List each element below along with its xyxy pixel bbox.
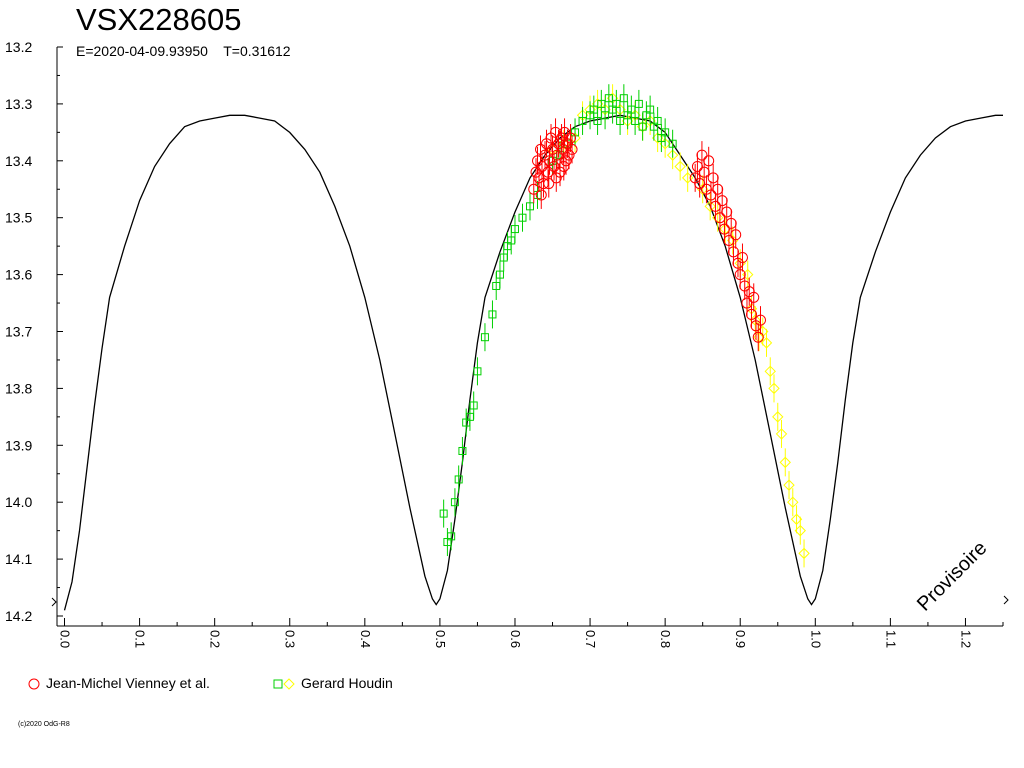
y-tick-label: 13.3 bbox=[5, 96, 32, 112]
data-point-houdin-square bbox=[439, 509, 448, 518]
data-point-vienney bbox=[748, 291, 760, 303]
y-tick-label: 14.1 bbox=[5, 551, 32, 567]
data-point-houdin-square bbox=[619, 94, 628, 103]
light-curve-plot: 13.2 13.3 13.4 13.5 13.6 13.7 13.8 13.9 14.0 14.1… bbox=[5, 39, 1009, 648]
x-tick-label: 0.0 bbox=[58, 630, 73, 648]
data-point-houdin-square bbox=[631, 116, 640, 125]
data-point-houdin-square bbox=[473, 367, 482, 376]
data-point-houdin-diamond bbox=[794, 524, 806, 537]
x-tick-label: 0.6 bbox=[508, 630, 523, 648]
data-point-vienney bbox=[550, 126, 562, 138]
y-tick-label: 13.7 bbox=[5, 324, 32, 340]
x-tick-label: 0.9 bbox=[733, 630, 748, 648]
data-point-houdin-square bbox=[480, 333, 489, 342]
data-point-houdin-square bbox=[510, 225, 519, 234]
legend-circle-icon bbox=[28, 678, 40, 690]
x-tick-label: 0.8 bbox=[658, 630, 673, 648]
data-point-houdin-square bbox=[616, 116, 625, 125]
x-tick-label: 1.0 bbox=[808, 630, 823, 648]
x-tick-label: 0.7 bbox=[583, 630, 598, 648]
y-tick-label: 13.5 bbox=[5, 210, 32, 226]
data-point-vienney bbox=[752, 331, 764, 343]
data-point-vienney bbox=[551, 149, 563, 161]
data-point-houdin-square bbox=[668, 139, 677, 148]
y-tick-label: 13.9 bbox=[5, 437, 32, 453]
data-point-vienney bbox=[543, 178, 555, 190]
data-point-houdin-square bbox=[458, 446, 467, 455]
data-point-houdin-diamond bbox=[779, 456, 791, 469]
data-point-vienney bbox=[566, 143, 578, 155]
x-tick-label: 0.3 bbox=[283, 630, 298, 648]
data-point-vienney bbox=[550, 172, 562, 184]
data-point-houdin-square bbox=[450, 498, 459, 507]
chart-subtitle: E=2020-04-09.93950 T=0.31612 bbox=[76, 43, 291, 59]
data-point-houdin-square bbox=[634, 99, 643, 108]
y-tick-label: 13.6 bbox=[5, 267, 32, 283]
data-point-houdin-diamond bbox=[798, 547, 810, 560]
data-point-vienney bbox=[530, 166, 542, 178]
data-point-houdin-square bbox=[469, 401, 478, 410]
data-point-houdin-square bbox=[661, 128, 670, 137]
x-tick-label: 0.5 bbox=[433, 630, 448, 648]
data-point-houdin-square bbox=[454, 475, 463, 484]
data-point-houdin-diamond bbox=[787, 496, 799, 508]
legend-item-houdin: Gerard Houdin bbox=[273, 674, 393, 692]
model-light-curve bbox=[63, 114, 1003, 611]
y-tick-label: 13.4 bbox=[5, 153, 32, 169]
left-arrow-marker bbox=[51, 597, 57, 607]
data-point-houdin-square bbox=[495, 270, 504, 279]
data-point-houdin-square bbox=[488, 310, 497, 319]
x-tick-label: 0.1 bbox=[133, 630, 148, 648]
data-point-houdin-diamond bbox=[772, 411, 784, 423]
data-point-houdin-diamond bbox=[783, 479, 795, 491]
x-tick-label: 1.1 bbox=[883, 630, 898, 648]
y-tick-label: 14.0 bbox=[5, 494, 32, 510]
legend-square-diamond-icon bbox=[273, 678, 295, 691]
data-point-vienney bbox=[696, 149, 708, 161]
data-point-houdin-diamond bbox=[681, 172, 694, 184]
data-point-vienney bbox=[554, 166, 566, 178]
y-tick-label: 13.2 bbox=[5, 39, 32, 55]
data-point-houdin-diamond bbox=[666, 149, 679, 161]
data-point-houdin-diamond bbox=[764, 365, 776, 378]
data-point-vienney bbox=[730, 229, 742, 241]
legend-label-houdin: Gerard Houdin bbox=[301, 675, 393, 691]
data-point-vienney bbox=[536, 160, 548, 172]
y-tick-label: 14.2 bbox=[5, 608, 32, 624]
legend-item-vienney: Jean-Michel Vienney et al. bbox=[28, 674, 210, 692]
legend-label-vienney: Jean-Michel Vienney et al. bbox=[46, 675, 210, 691]
data-point-vienney bbox=[560, 155, 572, 167]
data-point-houdin-diamond bbox=[775, 428, 788, 440]
data-point-vienney bbox=[565, 132, 577, 144]
data-point-houdin-square bbox=[646, 105, 655, 114]
data-point-houdin-diamond bbox=[674, 160, 686, 173]
data-point-vienney bbox=[703, 155, 715, 167]
data-point-vienney bbox=[754, 314, 766, 326]
x-tick-label: 0.2 bbox=[208, 630, 223, 648]
data-point-vienney bbox=[556, 132, 568, 144]
right-arrow-marker bbox=[1003, 595, 1009, 605]
copyright-notice: (c)2020 OdG-R8 bbox=[18, 721, 70, 728]
data-point-houdin-square bbox=[578, 116, 587, 125]
data-point-vienney bbox=[559, 126, 571, 138]
x-tick-label: 1.2 bbox=[958, 630, 973, 648]
data-point-vienney bbox=[535, 189, 547, 201]
provisoire-annotation: Provisoire bbox=[913, 537, 991, 615]
data-point-houdin-square bbox=[526, 202, 534, 211]
data-point-houdin-diamond bbox=[768, 382, 780, 395]
data-point-houdin-square bbox=[593, 116, 602, 125]
y-tick-label: 13.8 bbox=[5, 380, 32, 396]
data-point-houdin-square bbox=[601, 111, 610, 120]
data-point-houdin-square bbox=[447, 532, 456, 541]
data-point-vienney bbox=[558, 160, 570, 172]
data-point-houdin-square bbox=[518, 213, 527, 222]
x-tick-label: 0.4 bbox=[358, 630, 373, 648]
data-point-vienney bbox=[736, 252, 748, 264]
data-point-houdin-diamond bbox=[760, 337, 773, 349]
data-point-vienney bbox=[542, 166, 554, 178]
data-point-houdin-square bbox=[653, 116, 662, 125]
data-point-houdin-diamond bbox=[704, 200, 716, 213]
chart-title: VSX228605 bbox=[76, 2, 242, 37]
data-point-houdin-square bbox=[612, 99, 621, 108]
